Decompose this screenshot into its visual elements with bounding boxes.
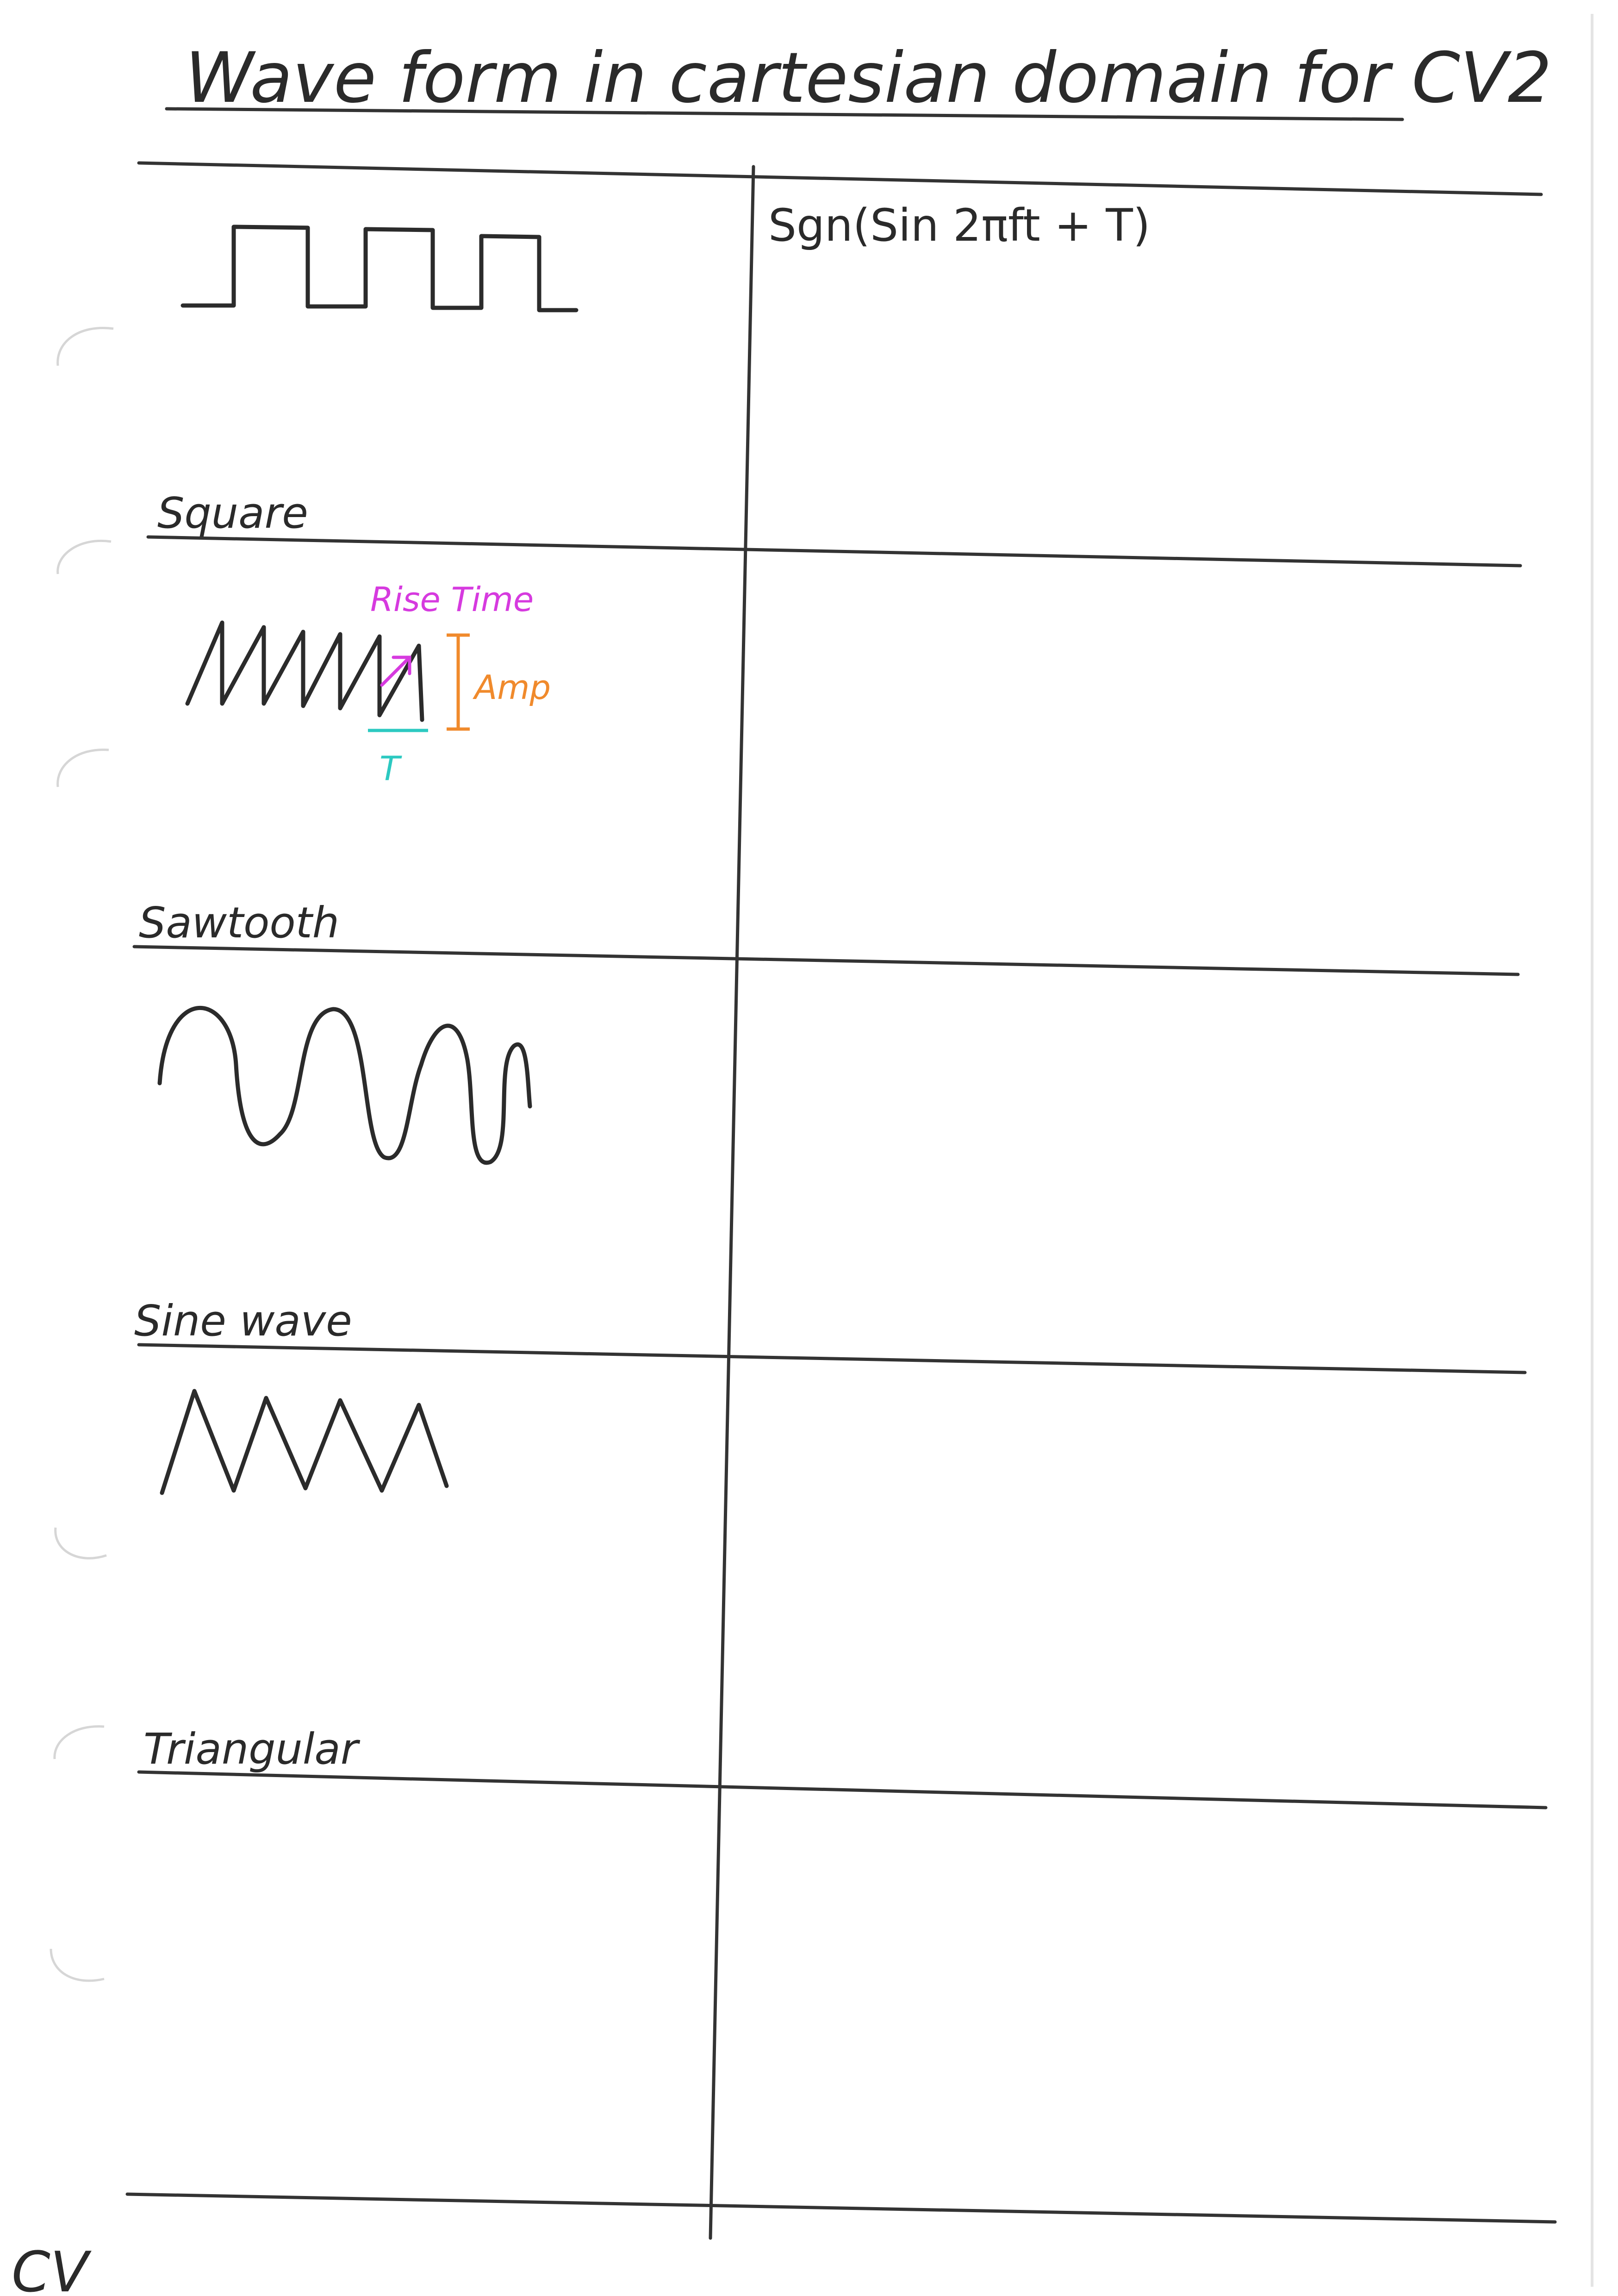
amplitude-label: Amp	[473, 668, 551, 707]
square-wave-icon	[180, 225, 579, 312]
row-label-sine: Sine wave	[134, 1296, 352, 1346]
row-rule-sine	[137, 1343, 1527, 1374]
row-label-square: Square	[157, 488, 308, 538]
punch-hole	[50, 1948, 105, 1982]
punch-holes	[50, 327, 114, 1982]
row-label-triangular: Triangular	[143, 1724, 361, 1774]
title-underline	[165, 107, 1404, 121]
rise-time-label: Rise Time	[370, 580, 534, 619]
row-rule-triangular	[137, 1770, 1548, 1809]
column-divider	[709, 165, 755, 2240]
punch-hole	[56, 540, 112, 574]
rise-time-arrowhead	[392, 655, 411, 675]
table-grid	[125, 161, 1557, 2240]
period-label: T	[380, 749, 402, 788]
row-rule-sawtooth	[132, 945, 1520, 976]
punch-hole	[56, 327, 114, 366]
table-bottom-rule	[125, 2192, 1557, 2224]
sawtooth-wave-icon	[185, 620, 424, 722]
triangle-wave-icon	[160, 1389, 449, 1495]
punch-hole	[53, 1725, 105, 1759]
sine-wave-icon	[157, 1005, 532, 1165]
formula-square: Sgn(Sin 2πft + T)	[768, 200, 1150, 251]
page-title: Wave form in cartesian domain for CV2	[185, 38, 1552, 119]
table-top-rule	[137, 161, 1543, 196]
rise-time-arrow	[380, 655, 411, 687]
punch-hole	[56, 749, 109, 787]
punch-hole	[54, 1527, 107, 1560]
row-label-sawtooth: Sawtooth	[139, 898, 339, 948]
footer-text: CV	[12, 2240, 92, 2296]
amplitude-marker	[447, 633, 470, 731]
row-rule-square	[146, 535, 1522, 568]
